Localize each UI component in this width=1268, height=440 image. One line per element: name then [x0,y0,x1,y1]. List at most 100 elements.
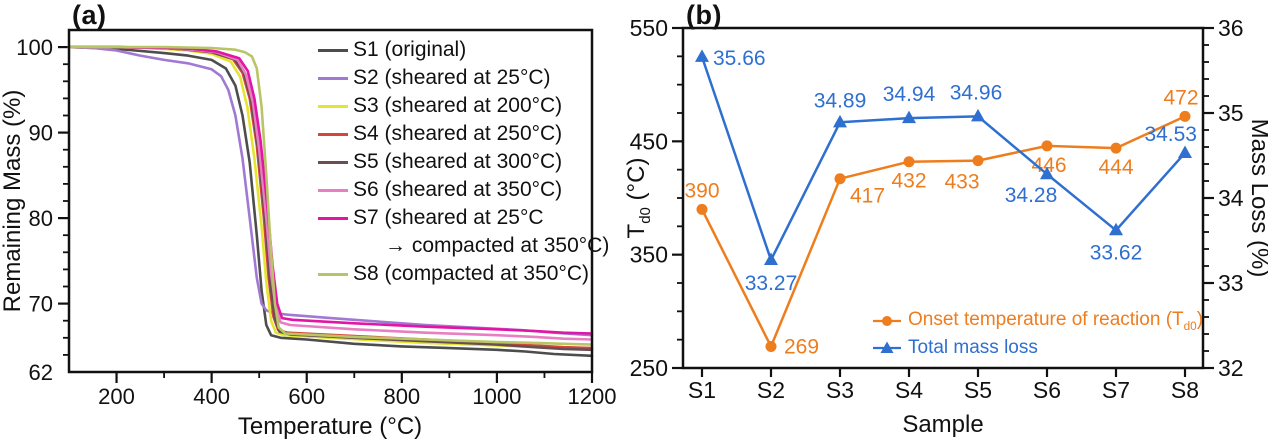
value-label-td0-S2: 269 [784,335,819,358]
legend-label-S7-cont: → compacted at 350°C) [385,234,610,257]
panel-a-legend: S1 (original) S2 (sheared at 25°C) S3 (she… [318,36,609,288]
value-label-mass_loss-S6: 34.28 [1005,184,1058,207]
legend-label-S6: S6 (sheared at 350°C) [353,178,563,201]
legend-item-S8: S8 (compacted at 350°C) [318,260,609,288]
value-label-mass_loss-S7: 33.62 [1090,241,1143,264]
legend-item-S2: S2 (sheared at 25°C) [318,64,609,92]
x-tick-label: 800 [383,384,420,409]
panel-b-border [681,26,1205,370]
marker-td0-S3 [834,173,846,185]
marker-td0-S5 [972,155,984,167]
y-tick-label: 80 [29,206,53,231]
legend-label-S8: S8 (compacted at 350°C) [353,262,590,285]
legend-item-S6: S6 (sheared at 350°C) [318,176,609,204]
legend-item-S1: S1 (original) [318,36,609,64]
x-tick-label: S4 [895,377,923,403]
legend-swatch-S1 [318,48,348,52]
legend-label-S2: S2 (sheared at 25°C) [353,66,551,89]
right-y-tick-label: 36 [1218,15,1244,41]
marker-mass_loss-S8 [1178,145,1192,158]
right-y-tick-label: 33 [1218,270,1244,296]
marker-td0-S4 [903,156,915,168]
panel-a-chart: 200 400 600 800 1000 1200 70 80 90 100 62 Temperat… [0,28,617,440]
x-tick-label: 1000 [472,384,521,409]
marker-mass_loss-S7 [1109,222,1123,236]
legend-swatch-S4 [318,132,348,136]
legend-swatch-S3 [318,104,348,108]
value-label-td0-S7: 444 [1098,156,1133,179]
legend-item-td0: Onset temperature of reaction (Td0) [872,307,1203,334]
legend-item-S7: S7 (sheared at 25°C [318,204,609,232]
value-label-mass_loss-S5: 34.96 [950,81,1003,104]
panel-b-xaxis-title: Sample [902,411,983,438]
panel-a-xaxis-title: Temperature (°C) [238,413,422,440]
value-label-mass_loss-S2: 33.27 [745,272,798,295]
value-label-td0-S1: 390 [684,179,719,202]
marker-td0-S8 [1179,110,1191,122]
marker-td0-S1 [696,203,708,215]
y-tick-label-62: 62 [29,360,53,385]
y-tick-label: 90 [29,121,53,146]
panel-b-chart: S1 S2 S3 S4 S5 S6 S7 S8 250 350 450 550 32 33 34 35 36 39… [623,15,1268,438]
legend-label-mass_loss: Total mass loss [908,336,1038,358]
legend-label-S5: S5 (sheared at 300°C) [353,150,563,173]
left-y-tick-label: 250 [630,355,668,381]
legend-item-S3: S3 (sheared at 200°C) [318,92,609,120]
legend-swatch-S7 [318,216,348,220]
legend-item-S5: S5 (sheared at 300°C) [318,148,609,176]
x-tick-label: 200 [98,384,135,409]
x-tick-label: S8 [1171,377,1199,403]
right-y-tick-label: 34 [1218,185,1244,211]
circle-marker-icon [873,315,901,326]
legend-swatch-S2 [318,76,348,80]
marker-mass_loss-S1 [695,49,709,62]
y-tick-label: 70 [29,292,53,317]
value-label-td0-S8: 472 [1163,86,1198,109]
x-tick-label: S6 [1033,377,1061,403]
right-y-tick-label: 32 [1218,355,1244,381]
value-label-mass_loss-S1: 35.66 [713,47,766,70]
panel-b-legend: Onset temperature of reaction (Td0) Total… [872,307,1203,361]
x-tick-label: S5 [964,377,992,403]
y-tick-label: 100 [16,35,53,60]
marker-mass_loss-S4 [902,110,916,124]
x-tick-label: S1 [688,377,716,403]
panel-b-title: (b) [686,0,722,30]
marker-td0-S7 [1110,142,1122,154]
marker-mass_loss-S5 [971,108,985,122]
marker-mass_loss-S2 [764,252,778,266]
value-label-td0-S4: 432 [891,170,926,193]
marker-td0-S2 [765,340,777,352]
panel-a-title: (a) [72,0,107,30]
panel-a-plot-area: 200 400 600 800 1000 1200 70 80 90 100 62 [16,28,617,409]
legend-swatch-S5 [318,160,348,164]
x-tick-label: S3 [826,377,854,403]
value-label-mass_loss-S4: 34.94 [883,83,936,106]
legend-label-S4: S4 (sheared at 250°C) [353,122,563,145]
x-tick-label: 600 [288,384,325,409]
panel-b-left-yaxis-title: Td0 (°C) [623,158,654,239]
panel-b-right-yaxis-title: Mass Loss (%) [1246,119,1268,278]
x-tick-label: 1200 [568,384,617,409]
legend-item-S4: S4 (sheared at 250°C) [318,120,609,148]
right-y-tick-label: 35 [1218,100,1244,126]
panel-b-plot-area: S1 S2 S3 S4 S5 S6 S7 S8 250 350 450 550 32 33 34 35 36 39… [630,15,1244,403]
x-tick-label: S7 [1102,377,1130,403]
legend-swatch-S6 [318,188,348,192]
x-tick-label: 400 [193,384,230,409]
legend-label-S7: S7 (sheared at 25°C [353,206,544,229]
triangle-marker-icon [873,341,901,353]
series-line-td0 [700,115,1186,348]
value-label-td0-S3: 417 [850,185,885,208]
legend-swatch-S8 [318,272,348,276]
value-label-td0-S5: 433 [944,171,979,194]
legend-label-S3: S3 (sheared at 200°C) [353,94,563,117]
curve-S2 [67,45,594,337]
value-label-td0-S6: 446 [1031,154,1066,177]
value-label-mass_loss-S8: 34.53 [1144,123,1197,146]
left-y-tick-label: 350 [630,242,668,268]
series-line-mass_loss [700,56,1186,262]
x-tick-label: S2 [757,377,785,403]
panel-a-yaxis-title: Remaining Mass (%) [0,90,26,313]
